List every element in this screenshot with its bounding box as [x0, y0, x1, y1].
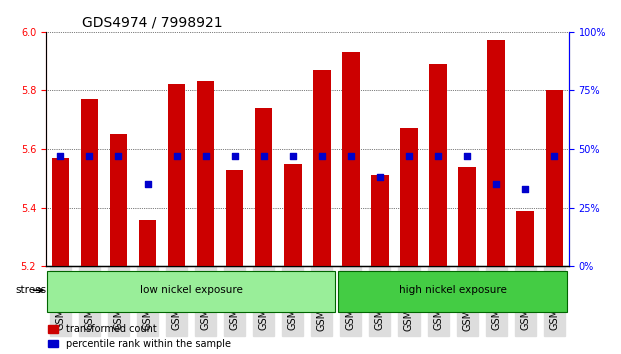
Point: [84, 153, 94, 159]
Point: [404, 153, 414, 159]
Point: [317, 153, 327, 159]
Point: [114, 153, 124, 159]
Legend: transformed count, percentile rank within the sample: transformed count, percentile rank withi…: [48, 324, 231, 349]
Point: [550, 153, 560, 159]
Text: low nickel exposure: low nickel exposure: [140, 285, 243, 295]
Bar: [458, 167, 476, 267]
Bar: [168, 84, 185, 267]
Point: [520, 186, 530, 192]
Text: GDS4974 / 7998921: GDS4974 / 7998921: [83, 15, 223, 29]
Point: [230, 153, 240, 159]
Bar: [313, 70, 330, 267]
Point: [55, 153, 65, 159]
Bar: [342, 52, 360, 267]
Bar: [284, 164, 302, 267]
Bar: [139, 219, 156, 267]
Bar: [517, 211, 534, 267]
Bar: [110, 134, 127, 267]
Text: high nickel exposure: high nickel exposure: [399, 285, 507, 295]
Point: [462, 153, 472, 159]
Point: [491, 182, 501, 187]
Bar: [197, 81, 214, 267]
Point: [259, 153, 269, 159]
Bar: [545, 90, 563, 267]
Point: [288, 153, 297, 159]
Point: [171, 153, 181, 159]
Bar: [429, 64, 446, 267]
Bar: [52, 158, 69, 267]
Bar: [487, 40, 505, 267]
Bar: [81, 99, 98, 267]
Bar: [255, 108, 273, 267]
Bar: [371, 176, 389, 267]
Point: [346, 153, 356, 159]
Point: [375, 175, 385, 180]
FancyBboxPatch shape: [338, 271, 568, 312]
Point: [433, 153, 443, 159]
FancyBboxPatch shape: [47, 271, 335, 312]
Bar: [401, 129, 418, 267]
Text: stress: stress: [15, 285, 46, 295]
Point: [201, 153, 211, 159]
Point: [143, 182, 153, 187]
Bar: [226, 170, 243, 267]
